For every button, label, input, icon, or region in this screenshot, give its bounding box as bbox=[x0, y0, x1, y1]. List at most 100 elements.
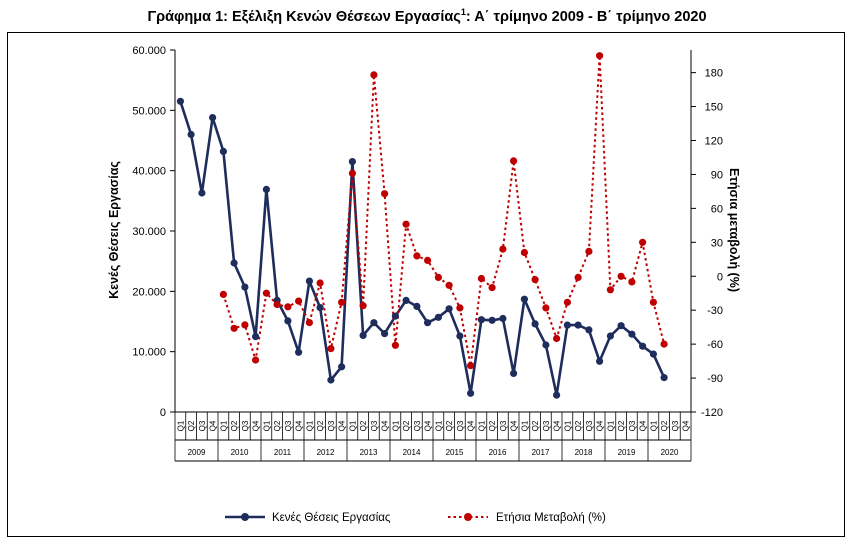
annual-change-point bbox=[252, 356, 260, 364]
x-quarter-label: Q1 bbox=[477, 420, 486, 431]
x-quarter-label: Q2 bbox=[660, 420, 669, 431]
x-quarter-label: Q4 bbox=[424, 420, 433, 431]
legend-series2-label: Ετήσια Μεταβολή (%) bbox=[496, 512, 606, 524]
vacancies-point bbox=[295, 348, 303, 356]
x-quarter-label: Q3 bbox=[327, 420, 336, 431]
annual-change-point bbox=[434, 273, 442, 281]
vacancies-point bbox=[467, 389, 475, 397]
vacancies-point bbox=[563, 321, 572, 329]
x-quarter-label: Q1 bbox=[563, 420, 572, 431]
vacancies-point bbox=[606, 332, 615, 340]
x-quarter-label: Q3 bbox=[499, 420, 508, 431]
vacancies-point bbox=[596, 357, 604, 365]
x-quarter-label: Q4 bbox=[682, 420, 691, 431]
x-quarter-label: Q3 bbox=[671, 420, 680, 431]
annual-change-point bbox=[477, 274, 485, 283]
vacancies-point bbox=[262, 185, 270, 193]
annual-change-point bbox=[542, 304, 550, 312]
x-quarter-label: Q2 bbox=[316, 420, 325, 431]
x-quarter-label: Q3 bbox=[413, 420, 422, 431]
x-year-label: 2013 bbox=[360, 448, 378, 457]
y-tick-label: 20.000 bbox=[132, 286, 166, 298]
vacancies-point bbox=[359, 331, 367, 339]
annual-change-point bbox=[563, 298, 572, 306]
x-quarter-label: Q2 bbox=[445, 420, 454, 431]
y-tick-label: 40.000 bbox=[132, 166, 166, 178]
x-quarter-label: Q4 bbox=[596, 420, 605, 431]
x-quarter-label: Q3 bbox=[241, 420, 250, 431]
x-quarter-label: Q4 bbox=[510, 420, 519, 431]
vacancies-point bbox=[219, 147, 227, 155]
x-quarter-label: Q3 bbox=[284, 420, 293, 431]
vacancies-point bbox=[305, 277, 313, 285]
x-quarter-label: Q3 bbox=[542, 420, 551, 431]
annual-change-point bbox=[520, 248, 529, 257]
annual-change-point bbox=[219, 290, 227, 298]
vacancies-point bbox=[639, 342, 647, 350]
vacancies-point bbox=[241, 283, 249, 291]
y-tick-label: 60.000 bbox=[132, 45, 166, 57]
annual-change-point bbox=[273, 300, 281, 309]
x-quarter-label: Q3 bbox=[456, 420, 465, 431]
annual-change-point bbox=[553, 334, 561, 343]
vacancies-point bbox=[553, 391, 561, 399]
x-year-label: 2014 bbox=[403, 448, 421, 457]
y-tick-label: 0 bbox=[160, 407, 166, 419]
x-quarter-label: Q1 bbox=[219, 420, 228, 431]
y2-tick-label: 180 bbox=[705, 68, 723, 80]
x-quarter-label: Q4 bbox=[639, 420, 648, 431]
vacancies-point bbox=[230, 259, 238, 267]
x-quarter-label: Q3 bbox=[585, 420, 594, 431]
vacancies-point bbox=[531, 320, 539, 328]
vacancies-point bbox=[649, 350, 658, 358]
y-tick-label: 30.000 bbox=[132, 226, 166, 238]
vacancies-point bbox=[209, 114, 217, 122]
vacancies-point bbox=[509, 369, 518, 377]
vacancies-point bbox=[434, 313, 442, 321]
chart-frame bbox=[7, 32, 845, 537]
annual-change-point bbox=[499, 245, 507, 253]
x-year-label: 2019 bbox=[618, 448, 636, 457]
x-quarter-label: Q1 bbox=[348, 420, 357, 431]
vacancies-point bbox=[348, 158, 356, 166]
x-quarter-label: Q4 bbox=[553, 420, 562, 431]
vacancies-point bbox=[327, 376, 335, 384]
annual-change-point bbox=[381, 190, 389, 198]
x-year-label: 2010 bbox=[231, 448, 249, 457]
x-quarter-label: Q1 bbox=[520, 420, 529, 431]
x-quarter-label: Q1 bbox=[434, 420, 443, 431]
vacancies-point bbox=[456, 332, 464, 340]
x-quarter-label: Q3 bbox=[198, 420, 207, 431]
y2-tick-label: 150 bbox=[705, 102, 723, 114]
x-quarter-label: Q2 bbox=[402, 420, 411, 431]
annual-change-point bbox=[509, 157, 518, 165]
x-quarter-label: Q4 bbox=[381, 420, 390, 431]
vacancies-point bbox=[488, 316, 496, 324]
y2-tick-label: -120 bbox=[701, 407, 723, 419]
vacancies-point bbox=[617, 322, 625, 330]
y2-tick-label: 120 bbox=[705, 136, 723, 148]
vacancies-point bbox=[445, 305, 453, 313]
annual-change-point bbox=[391, 341, 399, 349]
x-quarter-label: Q2 bbox=[359, 420, 368, 431]
vacancies-point bbox=[252, 333, 260, 341]
y2-tick-label: 90 bbox=[711, 169, 723, 181]
annual-change-point bbox=[316, 279, 324, 287]
x-quarter-label: Q2 bbox=[273, 420, 282, 431]
annual-change-point bbox=[305, 319, 313, 327]
y2-tick-label: 60 bbox=[711, 203, 723, 215]
x-year-label: 2020 bbox=[661, 448, 679, 457]
x-quarter-label: Q2 bbox=[187, 420, 196, 431]
vacancies-point bbox=[316, 304, 324, 312]
annual-change-point bbox=[370, 71, 378, 79]
annual-change-point bbox=[424, 256, 432, 264]
legend-series1-marker bbox=[241, 513, 249, 521]
y-tick-label: 10.000 bbox=[132, 347, 166, 359]
chart-title: Γράφημα 1: Εξέλιξη Κενών Θέσεων Εργασίας… bbox=[147, 7, 707, 25]
annual-change-point bbox=[241, 321, 249, 329]
x-quarter-label: Q1 bbox=[649, 420, 658, 431]
x-year-label: 2018 bbox=[575, 448, 593, 457]
annual-change-point bbox=[649, 298, 658, 306]
x-quarter-label: Q1 bbox=[391, 420, 400, 431]
